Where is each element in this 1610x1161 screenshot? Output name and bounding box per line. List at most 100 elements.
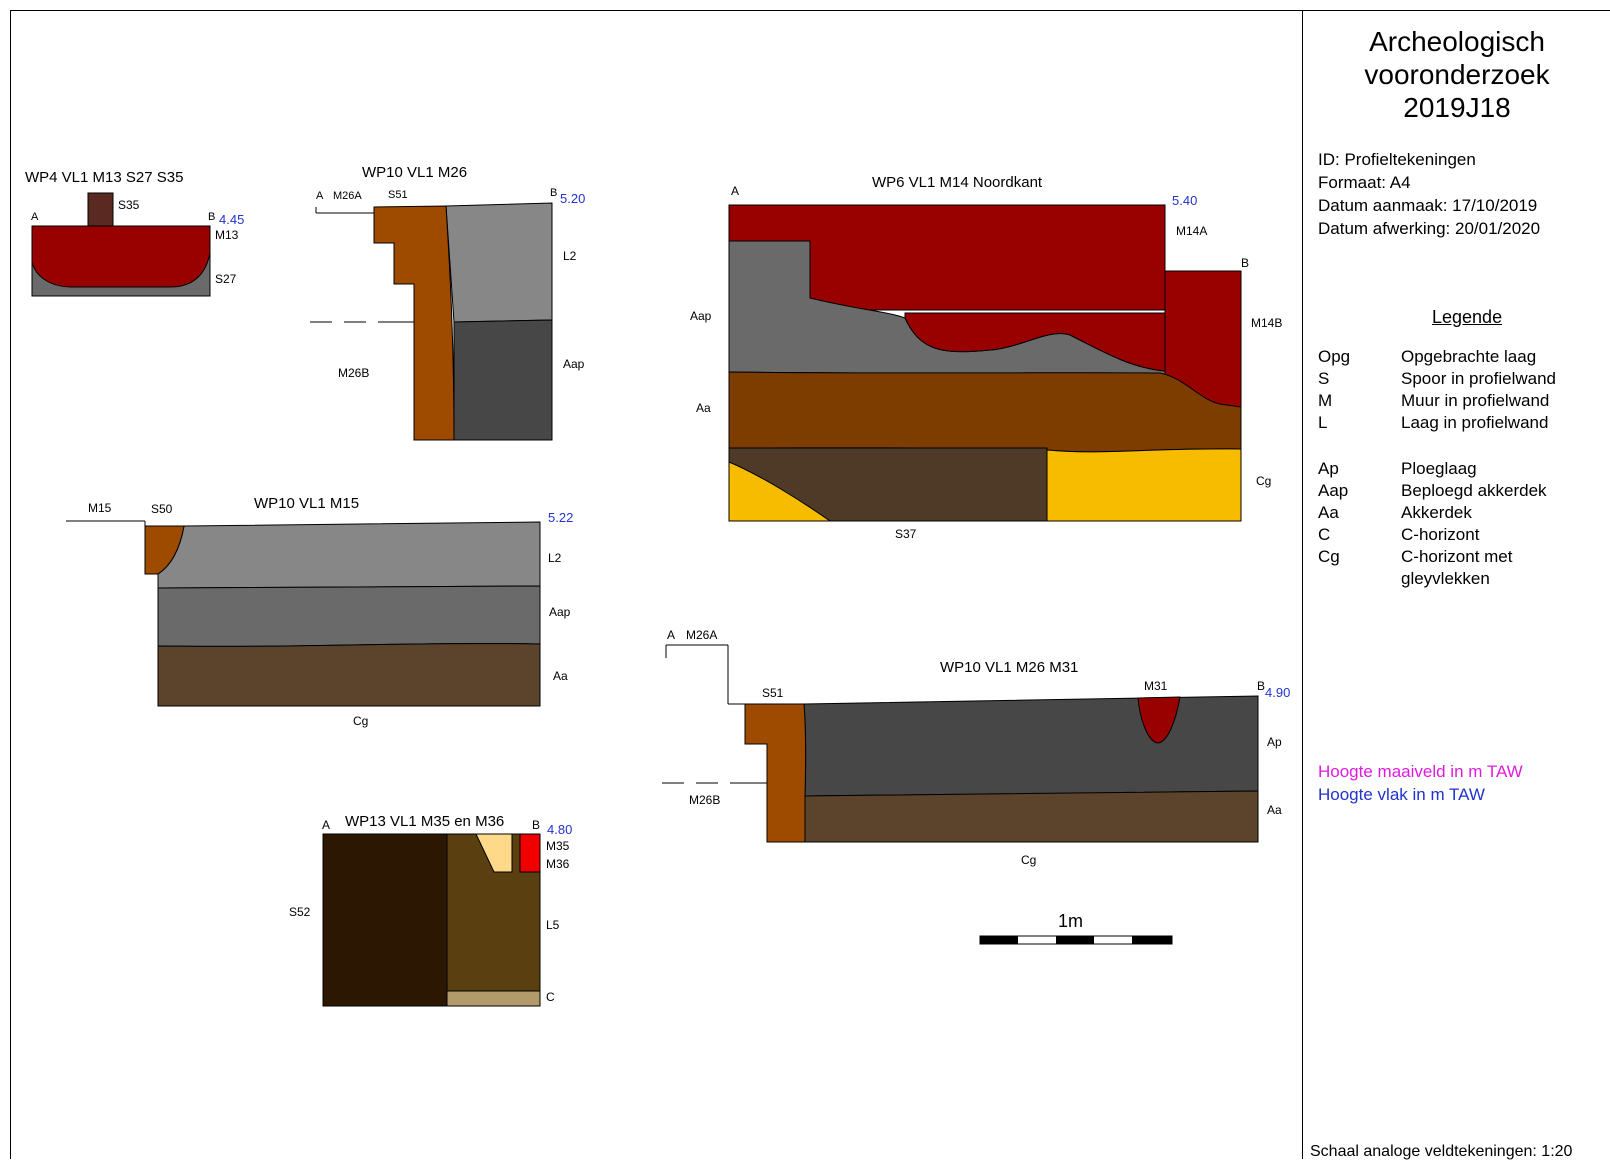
height-value: 4.45 [219, 212, 244, 227]
l2-layer [157, 521, 541, 589]
height-value: 4.80 [547, 822, 572, 837]
label-s51: S51 [762, 686, 784, 700]
legend-row: Cg C-horizont met gleyvlekken [1318, 546, 1601, 590]
label-cg: Cg [1256, 474, 1271, 488]
legend-desc: Muur in profielwand [1401, 391, 1550, 410]
c-layer [446, 990, 541, 1007]
legend-desc: Spoor in profielwand [1401, 369, 1556, 388]
drawing-frame [10, 10, 1610, 1159]
profile-wp10-m15: WP10 VL1 M15 M15 S50 L2 Aap Aa Cg 5.22 [66, 495, 573, 728]
legend-row: L Laag in profielwand [1318, 412, 1601, 434]
label-m26a: M26A [333, 190, 362, 202]
height-maaiveld: Hoogte maaiveld in m TAW [1318, 762, 1523, 781]
legend-code: M [1318, 391, 1333, 410]
aa-layer [728, 371, 1242, 453]
legend-code: Ap [1318, 459, 1339, 478]
profile-wp10-m26-m31: WP10 VL1 M26 M31 A M26A S51 M31 B Ap Aa … [662, 628, 1290, 867]
legend-row: Aap Beploegd akkerdek [1318, 480, 1601, 502]
label-s50: S50 [151, 502, 173, 516]
profile-drawings: WP4 VL1 M13 S27 S35 A B S35 M13 S27 4.45… [25, 164, 1290, 1007]
legend-code: C [1318, 525, 1331, 544]
legend-desc: Opgebrachte laag [1401, 347, 1537, 366]
profile-title: WP6 VL1 M14 Noordkant [872, 174, 1043, 191]
legend-row: S Spoor in profielwand [1318, 368, 1601, 390]
label-s27: S27 [215, 272, 237, 286]
label-b: B [532, 818, 540, 832]
legend-code: L [1318, 413, 1328, 432]
label-m31: M31 [1144, 679, 1168, 693]
legend-desc: Beploegd akkerdek [1401, 481, 1547, 500]
label-b: B [1241, 256, 1249, 270]
title-line-1: Archeologisch [1369, 26, 1545, 57]
height-value: 4.90 [1265, 685, 1290, 700]
label-aap: Aap [563, 357, 585, 371]
aa-layer [804, 790, 1259, 843]
scale-bar: 1m [979, 911, 1173, 945]
legend-code: Aa [1318, 503, 1339, 522]
s50-feature [144, 525, 185, 575]
label-m14a: M14A [1176, 224, 1207, 238]
legend-group-2: Ap Ploeglaag Aap Beploegd akkerdek Aa Akker… [1318, 458, 1601, 590]
label-s51: S51 [388, 189, 408, 201]
aap-layer [157, 585, 541, 647]
height-value: 5.40 [1172, 193, 1197, 208]
l2-layer [445, 202, 553, 323]
height-value: 5.20 [560, 191, 585, 206]
legend-code: S [1318, 369, 1330, 388]
m31-feature [1137, 696, 1181, 744]
label-m14b: M14B [1251, 316, 1282, 330]
legend-row: M Muur in profielwand [1318, 390, 1601, 412]
label-aap: Aap [690, 309, 712, 323]
legend-desc: Ploeglaag [1401, 459, 1477, 478]
label-s35: S35 [118, 198, 140, 212]
profile-wp10-m26: WP10 VL1 M26 A M26A S51 B L2 Aap M26B 5.… [310, 164, 585, 441]
label-a: A [322, 818, 330, 832]
profile-title: WP10 VL1 M15 [254, 495, 359, 512]
label-m13: M13 [215, 228, 239, 242]
height-vlak: Hoogte vlak in m TAW [1318, 785, 1485, 804]
s51-wall [373, 205, 455, 441]
label-a: A [316, 190, 324, 202]
height-legend: Hoogte maaiveld in m TAW Hoogte vlak in … [1318, 760, 1523, 806]
meta-format: Formaat: A4 [1318, 173, 1411, 192]
meta-created: Datum aanmaak: 17/10/2019 [1318, 196, 1538, 215]
m35-feature [475, 833, 513, 873]
label-b: B [208, 211, 215, 223]
label-cg: Cg [1021, 853, 1036, 867]
project-title: Archeologisch vooronderzoek 2019J18 [1303, 25, 1610, 124]
label-m15: M15 [88, 501, 112, 515]
legend-desc: C-horizont met gleyvlekken [1401, 547, 1513, 588]
profile-wp4: WP4 VL1 M13 S27 S35 A B S35 M13 S27 4.45 [25, 169, 244, 297]
legend-desc: C-horizont [1401, 525, 1480, 544]
label-m36: M36 [546, 857, 570, 871]
cg-right [1046, 448, 1242, 522]
label-a: A [731, 184, 739, 198]
label-ap: Ap [1267, 735, 1282, 749]
label-s37: S37 [895, 527, 917, 541]
profile-title: WP10 VL1 M26 [362, 164, 467, 181]
label-c: C [546, 990, 555, 1004]
label-cg: Cg [353, 714, 368, 728]
legend-code: Aap [1318, 481, 1349, 500]
title-line-2: vooronderzoek [1364, 59, 1550, 90]
label-l5: L5 [546, 918, 560, 932]
legend-row: C C-horizont [1318, 524, 1601, 546]
label-m26b: M26B [338, 366, 369, 380]
label-aa: Aa [696, 401, 711, 415]
legend-code: Cg [1318, 547, 1340, 566]
label-m35: M35 [546, 839, 570, 853]
label-a: A [667, 628, 675, 642]
label-b: B [550, 187, 557, 199]
ap-layer [803, 695, 1259, 797]
label-m26a: M26A [686, 628, 717, 642]
legend-group-1: Opg Opgebrachte laag S Spoor in profielwan… [1318, 346, 1601, 434]
profile-title: WP10 VL1 M26 M31 [940, 659, 1078, 676]
aap-layer [453, 319, 553, 441]
s35-feature [87, 192, 114, 227]
legend-code: Opg [1318, 347, 1351, 366]
legend-row: Ap Ploeglaag [1318, 458, 1601, 480]
meta-id: ID: Profieltekeningen [1318, 150, 1476, 169]
title-line-3: 2019J18 [1403, 92, 1511, 123]
cg-left [728, 461, 832, 522]
profile-title: WP13 VL1 M35 en M36 [345, 813, 504, 830]
